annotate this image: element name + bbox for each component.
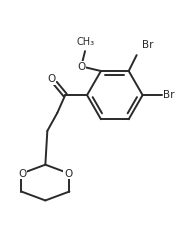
Text: Br: Br: [142, 40, 153, 50]
Text: O: O: [47, 74, 55, 84]
Text: O: O: [18, 169, 26, 179]
Text: CH₃: CH₃: [77, 37, 95, 47]
Text: Br: Br: [163, 90, 175, 100]
Text: O: O: [77, 62, 85, 72]
Text: O: O: [64, 169, 72, 179]
